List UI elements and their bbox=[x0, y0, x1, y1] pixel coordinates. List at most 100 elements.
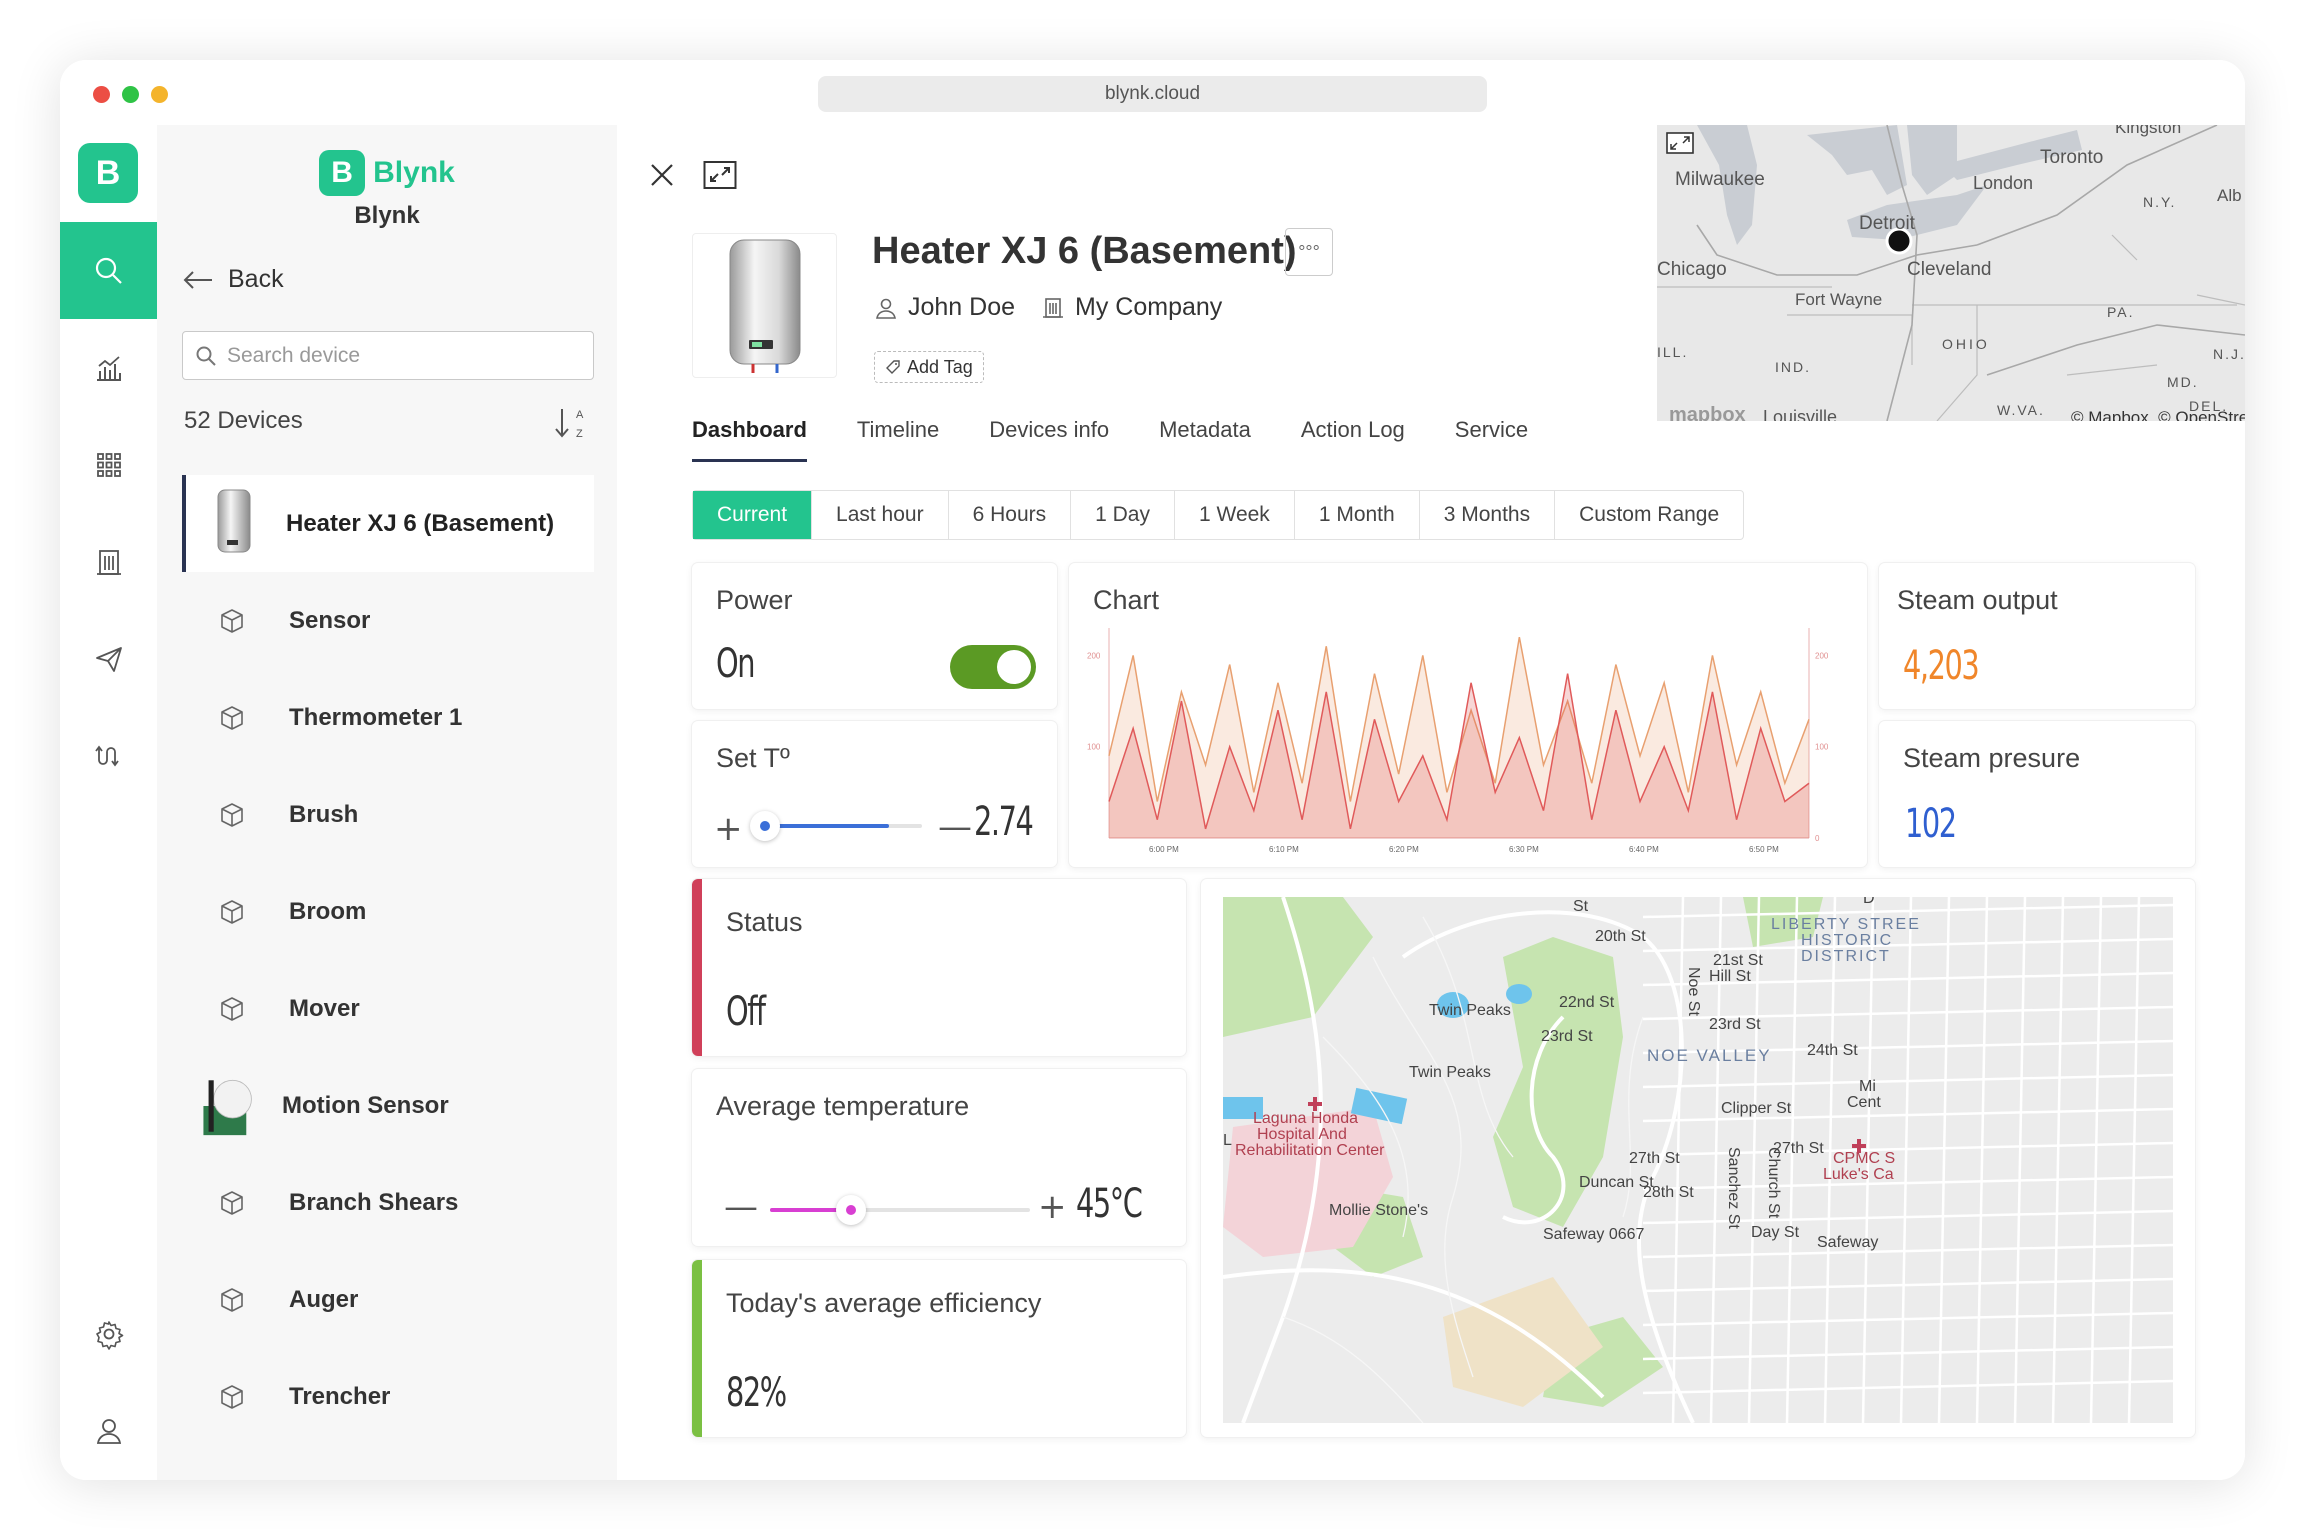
range-1-day[interactable]: 1 Day bbox=[1071, 491, 1175, 539]
search-nav-button[interactable] bbox=[60, 222, 157, 319]
location-map[interactable]: Kingston Toronto Milwaukee London Detroi… bbox=[1657, 125, 2245, 421]
search-input[interactable] bbox=[227, 343, 567, 368]
tab-metadata[interactable]: Metadata bbox=[1159, 417, 1251, 442]
map-label-fort-wayne: Fort Wayne bbox=[1795, 290, 1882, 309]
average-temperature-value: 45°C bbox=[1076, 1181, 1143, 1227]
grid-icon bbox=[96, 452, 121, 477]
cube-icon bbox=[221, 705, 243, 730]
range-1-month[interactable]: 1 Month bbox=[1295, 491, 1420, 539]
set-temperature-knob[interactable] bbox=[750, 811, 780, 841]
range-3-months[interactable]: 3 Months bbox=[1420, 491, 1556, 539]
map-poi-cpmc: CPMC S bbox=[1833, 1150, 1895, 1167]
toggle-knob bbox=[997, 650, 1031, 684]
search-icon bbox=[196, 346, 216, 366]
close-window-button[interactable] bbox=[93, 86, 110, 103]
mapbox-logo: mapbox bbox=[1669, 404, 1746, 421]
range-current[interactable]: Current bbox=[693, 491, 813, 539]
device-list-item[interactable]: Heater XJ 6 (Basement) bbox=[182, 475, 594, 572]
device-list-item[interactable]: Auger bbox=[182, 1251, 594, 1348]
decrease-button[interactable]: — bbox=[938, 807, 972, 847]
organizations-nav-button[interactable] bbox=[60, 513, 157, 610]
range-custom-range[interactable]: Custom Range bbox=[1579, 503, 1720, 526]
average-temperature-fill bbox=[770, 1208, 850, 1212]
url-bar[interactable]: blynk.cloud bbox=[818, 76, 1487, 112]
device-name: Branch Shears bbox=[289, 1188, 459, 1216]
tab-dashboard[interactable]: Dashboard bbox=[692, 417, 807, 462]
device-name: Sensor bbox=[289, 606, 371, 634]
tab-timeline[interactable]: Timeline bbox=[856, 417, 940, 442]
device-list-item[interactable]: Broom bbox=[182, 863, 594, 960]
chart-y-left-tick: 100 bbox=[1087, 743, 1101, 752]
efficiency-title: Today's average efficiency bbox=[726, 1288, 1042, 1318]
increase-button[interactable]: + bbox=[1038, 1187, 1067, 1227]
range-6-hours[interactable]: 6 Hours bbox=[949, 491, 1072, 539]
tab-action-log[interactable]: Action Log bbox=[1300, 417, 1405, 442]
device-list-item[interactable]: Branch Shears bbox=[182, 1154, 594, 1251]
automations-nav-button[interactable] bbox=[60, 707, 157, 804]
device-title: Heater XJ 6 (Basement) bbox=[872, 230, 1297, 272]
street-label: 22nd St bbox=[1559, 994, 1615, 1011]
back-button[interactable]: Back bbox=[182, 265, 284, 294]
device-search[interactable] bbox=[182, 331, 594, 380]
water-heater-image bbox=[729, 239, 800, 373]
profile-nav-button[interactable] bbox=[60, 1382, 157, 1479]
chart-canvas[interactable]: 200 100 200 100 0 6:00 PM 6:10 PM 6:20 PM 6:30 P… bbox=[1079, 618, 1859, 858]
device-list-item[interactable]: Motion Sensor bbox=[182, 1057, 594, 1154]
expand-icon[interactable] bbox=[703, 160, 737, 190]
chart-title: Chart bbox=[1093, 585, 1160, 615]
minimize-window-button[interactable] bbox=[151, 86, 168, 103]
messages-nav-button[interactable] bbox=[60, 610, 157, 707]
average-temperature-knob[interactable] bbox=[836, 1195, 866, 1225]
set-temperature-value: 2.74 bbox=[974, 799, 1034, 845]
brand-header: B Blynk Blynk bbox=[157, 150, 617, 230]
chart-series-1-area bbox=[1109, 673, 1809, 838]
chart-y-right-tick: 100 bbox=[1815, 743, 1829, 752]
street-label: 28th St bbox=[1643, 1184, 1694, 1201]
chart-x-tick: 6:50 PM bbox=[1749, 845, 1779, 854]
device-panel: B Blynk Blynk Back 52 Devices AZ Heater … bbox=[157, 125, 658, 1480]
sort-az-icon[interactable]: AZ bbox=[552, 405, 592, 441]
tab-service[interactable]: Service bbox=[1454, 417, 1529, 442]
building-icon bbox=[1043, 297, 1064, 318]
map-neighborhood-liberty: HISTORIC bbox=[1801, 932, 1893, 949]
tab-devices-info[interactable]: Devices info bbox=[989, 417, 1110, 442]
close-icon[interactable] bbox=[647, 160, 677, 190]
device-list-item[interactable]: Sensor bbox=[182, 572, 594, 669]
user-icon bbox=[876, 298, 896, 319]
more-options-button[interactable]: °°° bbox=[1285, 228, 1333, 276]
average-temperature-track[interactable] bbox=[770, 1208, 1030, 1212]
device-name: Motion Sensor bbox=[282, 1091, 449, 1119]
map-neighborhood-liberty: LIBERTY STREE bbox=[1771, 916, 1921, 933]
detail-tabs: Dashboard Timeline Devices info Metadata Act… bbox=[692, 417, 1578, 462]
analytics-nav-button[interactable] bbox=[60, 319, 157, 416]
map-fullscreen-icon[interactable] bbox=[1666, 132, 1694, 154]
increase-button[interactable]: + bbox=[714, 809, 743, 849]
blynk-logo[interactable]: B bbox=[78, 143, 138, 203]
decrease-button[interactable]: — bbox=[724, 1187, 758, 1227]
device-list-item[interactable]: Mover bbox=[182, 960, 594, 1057]
apps-nav-button[interactable] bbox=[60, 416, 157, 513]
steam-output-widget: Steam output 4,203 bbox=[1879, 563, 2195, 709]
street-label: 23rd St bbox=[1709, 1016, 1761, 1033]
cube-icon bbox=[221, 802, 243, 827]
device-list-item[interactable]: Thermometer 1 bbox=[182, 669, 594, 766]
street-label: Sanchez St bbox=[1725, 1147, 1742, 1229]
company-name[interactable]: My Company bbox=[1075, 293, 1223, 321]
range-1-week[interactable]: 1 Week bbox=[1175, 491, 1295, 539]
building-icon bbox=[96, 549, 121, 575]
chart-icon bbox=[96, 355, 121, 381]
device-list-item[interactable]: Trencher bbox=[182, 1348, 594, 1445]
owner-name[interactable]: John Doe bbox=[908, 293, 1016, 321]
map-poi-safeway-0667: Safeway 0667 bbox=[1543, 1226, 1645, 1243]
device-name: Auger bbox=[289, 1285, 359, 1313]
maximize-window-button[interactable] bbox=[122, 86, 139, 103]
street-label: 24th St bbox=[1807, 1042, 1858, 1059]
range-last-hour[interactable]: Last hour bbox=[812, 491, 949, 539]
settings-nav-button[interactable] bbox=[60, 1285, 157, 1382]
device-owner-row: John Doe My Company bbox=[874, 293, 1222, 322]
device-list-item[interactable]: Brush bbox=[182, 766, 594, 863]
status-stripe bbox=[692, 879, 702, 1056]
power-toggle[interactable] bbox=[950, 645, 1036, 689]
city-map[interactable]: 20th St 21st St Hill St 22nd St 23rd St … bbox=[1223, 897, 2173, 1423]
add-tag-button[interactable]: Add Tag bbox=[874, 351, 984, 383]
